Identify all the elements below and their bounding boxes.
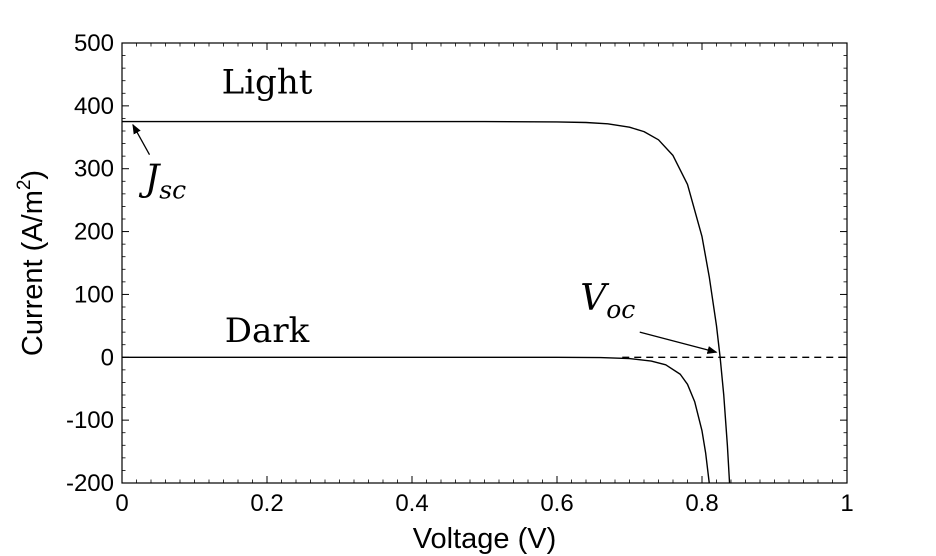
x-tick-label: 0.6 — [540, 490, 573, 517]
plot-frame — [121, 42, 848, 484]
tick-labels: 0 0.2 0.4 0.6 0.8 1 -200 -100 0 100 200 300 400 500 — [66, 30, 854, 517]
y-tick-label: 400 — [74, 93, 114, 120]
annotations: Light Dark Jsc Voc — [132, 62, 718, 354]
y-axis-title-close: ) — [17, 170, 49, 180]
y-tick-label: 100 — [74, 281, 114, 308]
y-axis-title-sup: 2 — [14, 180, 35, 191]
y-axis-title-main: Current (A/m — [17, 190, 49, 356]
y-tick-label: 0 — [101, 344, 114, 371]
x-tick-label: 0.2 — [250, 490, 283, 517]
annotation-voc: Voc — [580, 278, 635, 324]
annotation-jsc-arrow — [132, 123, 151, 156]
series-line-light — [122, 120, 731, 484]
x-tick-label: 0.8 — [685, 490, 718, 517]
annotation-voc-subscript: oc — [606, 295, 635, 324]
y-tick-label: -200 — [66, 470, 114, 497]
x-tick-label: 0 — [115, 490, 128, 517]
series-layer — [122, 120, 847, 484]
annotation-voc-arrow — [639, 331, 718, 354]
x-axis-title: Voltage (V) — [413, 523, 556, 555]
y-tick-label: 500 — [74, 30, 114, 57]
y-tick-label: -100 — [66, 407, 114, 434]
x-tick-label: 0.4 — [395, 490, 428, 517]
minor-ticks — [122, 43, 847, 483]
annotation-jsc-symbol: J — [138, 159, 162, 200]
y-axis-title: Current (A/m2) — [14, 170, 49, 356]
annotation-voc-symbol: V — [580, 278, 610, 319]
y-tick-label: 200 — [74, 219, 114, 246]
y-tick-label: 300 — [74, 156, 114, 183]
annotation-jsc-subscript: sc — [159, 176, 186, 205]
x-tick-label: 1 — [840, 490, 853, 517]
annotation-jsc: Jsc — [138, 159, 186, 205]
major-ticks — [121, 42, 848, 484]
series-line-dark — [122, 356, 710, 484]
annotation-dark: Dark — [225, 311, 310, 351]
annotation-light: Light — [222, 62, 313, 102]
